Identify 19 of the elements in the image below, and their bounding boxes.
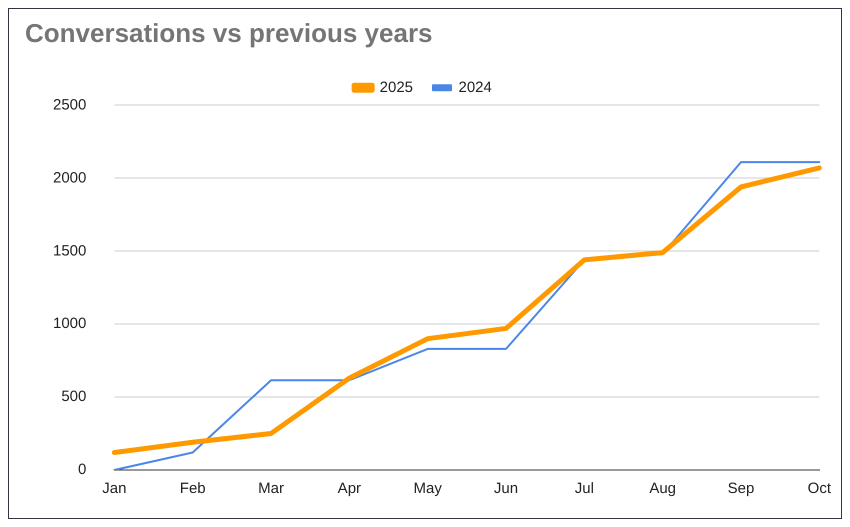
x-tick-label: Mar (258, 480, 284, 498)
y-tick-label: 2500 (52, 96, 86, 114)
x-tick-label: Aug (649, 480, 676, 498)
x-tick-label: May (414, 480, 442, 498)
x-tick-label: Jun (494, 480, 518, 498)
y-tick-label: 500 (61, 388, 86, 406)
y-tick-label: 1500 (52, 242, 86, 260)
x-tick-label: Jul (574, 480, 594, 498)
y-tick-label: 0 (78, 461, 86, 478)
chart-title: Conversations vs previous years (25, 18, 433, 48)
x-tick-label: Sep (728, 480, 754, 498)
legend-label: 2025 (380, 78, 414, 96)
x-tick-label: Oct (808, 480, 832, 498)
x-tick-label: Apr (338, 480, 362, 498)
x-tick-label: Jan (102, 480, 126, 498)
legend-label: 2024 (458, 78, 492, 96)
y-tick-label: 2000 (52, 169, 86, 186)
x-tick-label: Feb (180, 480, 206, 498)
y-tick-label: 1000 (52, 315, 86, 332)
